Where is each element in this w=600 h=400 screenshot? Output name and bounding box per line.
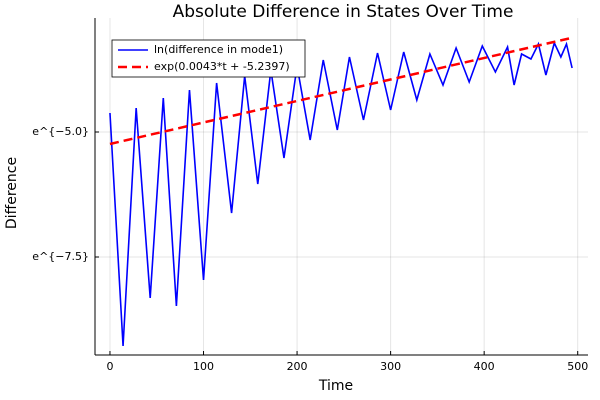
legend-label: exp(0.0043*t + -5.2397) [154, 60, 290, 73]
x-tick-label: 400 [474, 360, 495, 373]
x-tick-label: 0 [106, 360, 113, 373]
legend-label: ln(difference in mode1) [154, 43, 283, 56]
x-tick-label: 200 [287, 360, 308, 373]
x-tick-label: 500 [567, 360, 588, 373]
x-tick-label: 300 [380, 360, 401, 373]
legend-box [111, 39, 306, 78]
y-tick-label: e^{−5.0} [32, 125, 89, 138]
y-axis-label: Difference [4, 157, 20, 229]
y-tick-label: e^{−7.5} [32, 250, 89, 263]
x-axis-label: Time [318, 378, 353, 394]
x-tick-label: 100 [193, 360, 214, 373]
line-series [109, 40, 573, 347]
line-series [109, 36, 573, 146]
chart-title: Absolute Difference in States Over Time [173, 2, 514, 22]
